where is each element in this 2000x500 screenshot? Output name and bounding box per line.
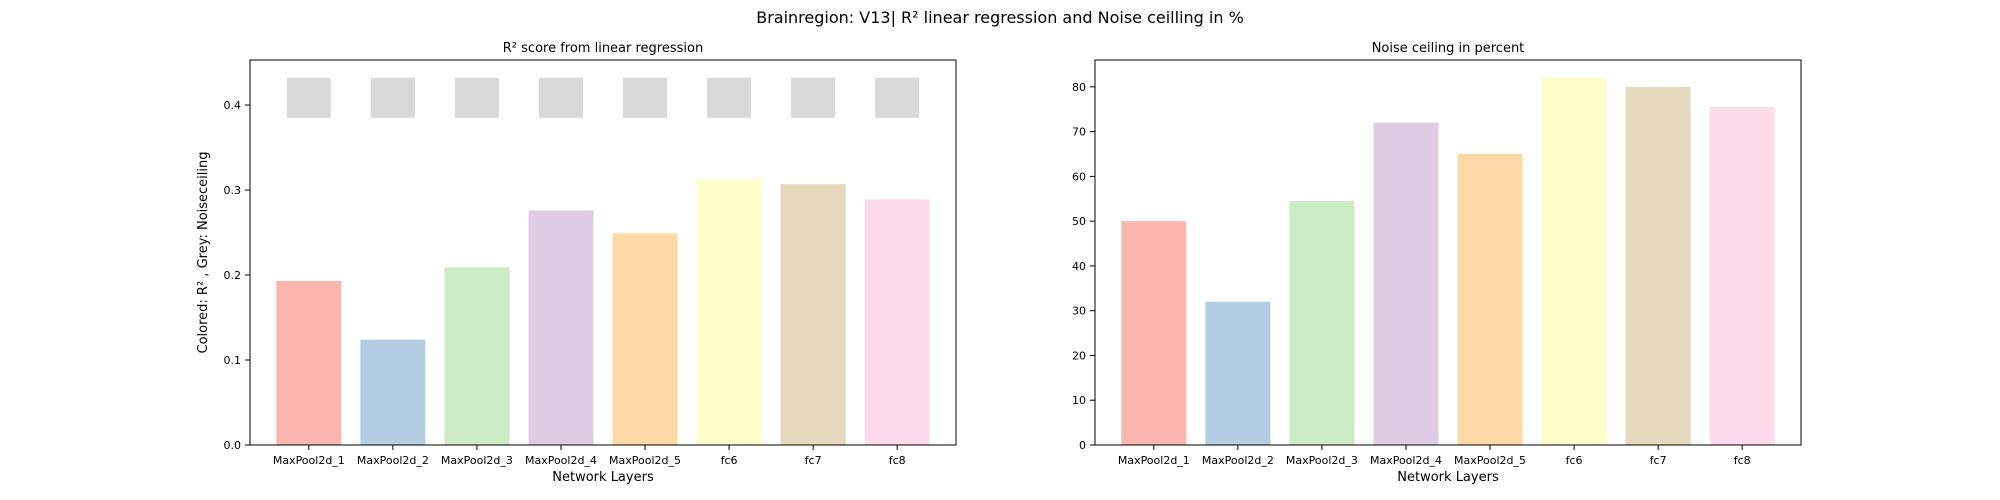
- bar: [696, 178, 762, 445]
- bar: [1625, 86, 1691, 445]
- x-tick-label: MaxPool2d_4: [1370, 454, 1442, 467]
- bar: [444, 267, 510, 445]
- noise-ceiling-box: [370, 77, 415, 118]
- x-tick-label: MaxPool2d_3: [441, 454, 513, 467]
- bar: [1457, 154, 1523, 445]
- bar: [1289, 201, 1355, 445]
- bar: [1709, 107, 1775, 446]
- x-tick-label: MaxPool2d_1: [1118, 454, 1190, 467]
- y-tick-label: 0.0: [224, 439, 242, 452]
- noise-ceiling-box: [875, 77, 920, 118]
- x-tick-label: MaxPool2d_2: [357, 454, 429, 467]
- y-tick-label: 30: [1072, 305, 1086, 318]
- chart-title: Noise ceiling in percent: [1372, 41, 1525, 56]
- y-tick-label: 60: [1072, 170, 1086, 183]
- y-tick-label: 20: [1072, 349, 1086, 362]
- y-tick-label: 0.4: [224, 99, 242, 112]
- x-tick-label: fc6: [721, 454, 738, 467]
- x-tick-label: MaxPool2d_3: [1286, 454, 1358, 467]
- x-tick-label: fc8: [889, 454, 906, 467]
- x-tick-label: MaxPool2d_5: [1454, 454, 1526, 467]
- y-tick-label: 0.2: [224, 269, 242, 282]
- figure-title: Brainregion: V13| R² linear regression a…: [756, 8, 1244, 27]
- chart-title: R² score from linear regression: [503, 41, 703, 56]
- bar: [528, 210, 594, 445]
- noise-ceiling-box: [623, 77, 668, 118]
- y-tick-label: 10: [1072, 394, 1086, 407]
- chart-panel-1: 0.0 0.1 0.2 0.3 0.4 MaxPool2d_1 MaxPool2d_2 Max…: [196, 41, 957, 485]
- bar: [1205, 301, 1271, 445]
- y-tick-label: 0: [1079, 439, 1086, 452]
- y-tick-label: 0.3: [224, 184, 242, 197]
- x-tick-label: fc6: [1566, 454, 1583, 467]
- chart-panel-2: 0 10 20 30 40 50 60 70 80 MaxPool2d_1 MaxPool2d_2 M…: [1072, 41, 1802, 485]
- noise-ceiling-box: [286, 77, 331, 118]
- noise-ceiling-box: [707, 77, 752, 118]
- y-tick-label: 50: [1072, 215, 1086, 228]
- noise-ceiling-box: [454, 77, 499, 118]
- y-axis-label: Colored: R² , Grey: Noiseceiling: [196, 152, 211, 354]
- noise-ceiling-box: [791, 77, 836, 118]
- bar: [360, 339, 426, 445]
- panels: 0.0 0.1 0.2 0.3 0.4 MaxPool2d_1 MaxPool2d_2 Max…: [196, 41, 1802, 485]
- y-tick-label: 0.1: [224, 354, 242, 367]
- bar: [1541, 77, 1607, 445]
- bar: [780, 184, 846, 445]
- bar: [1121, 221, 1187, 445]
- bar: [612, 233, 678, 445]
- noise-ceiling-box: [538, 77, 583, 118]
- x-tick-label: fc8: [1734, 454, 1751, 467]
- x-tick-label: MaxPool2d_2: [1202, 454, 1274, 467]
- x-axis-label: Network Layers: [1397, 470, 1499, 485]
- bar: [276, 280, 342, 445]
- bar: [1373, 122, 1439, 446]
- y-tick-label: 70: [1072, 126, 1086, 139]
- x-tick-label: MaxPool2d_5: [609, 454, 681, 467]
- y-tick-label: 80: [1072, 81, 1086, 94]
- x-axis-label: Network Layers: [552, 470, 654, 485]
- x-tick-label: MaxPool2d_1: [273, 454, 345, 467]
- x-tick-label: fc7: [1650, 454, 1667, 467]
- x-tick-label: MaxPool2d_4: [525, 454, 597, 467]
- axes-frame: [249, 59, 957, 446]
- bar: [864, 199, 930, 445]
- y-tick-label: 40: [1072, 260, 1086, 273]
- x-tick-label: fc7: [805, 454, 822, 467]
- axes-frame: [1094, 59, 1802, 446]
